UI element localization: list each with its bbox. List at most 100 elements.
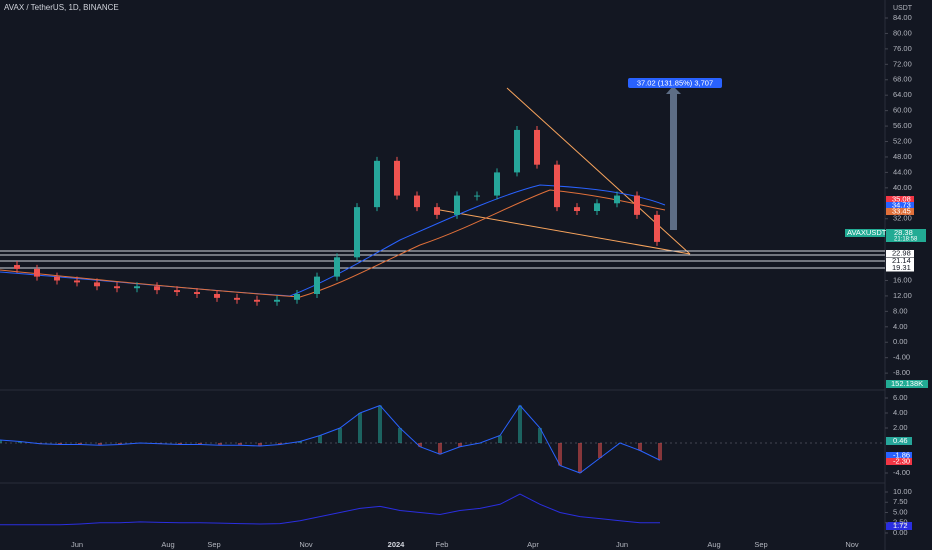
macd-bar — [338, 428, 342, 443]
level-label: 21.14 — [892, 256, 911, 265]
candle — [194, 292, 200, 294]
candle — [494, 172, 500, 196]
level-tag — [886, 257, 914, 265]
macd-bar — [518, 405, 522, 443]
axis-label: 32.00 — [893, 214, 912, 223]
axis-label: 4.00 — [893, 322, 908, 331]
candle — [574, 207, 580, 211]
time-label: Apr — [527, 540, 539, 549]
macd-bar — [418, 443, 422, 447]
macd-bar — [238, 443, 242, 446]
axis-label: 76.00 — [893, 44, 912, 53]
candle — [554, 164, 560, 208]
candle — [654, 214, 660, 242]
axis-label: 7.50 — [893, 497, 908, 506]
time-label: Aug — [161, 540, 174, 549]
currency: USDT — [893, 5, 913, 12]
candle — [14, 265, 20, 269]
time-label: Sep — [754, 540, 767, 549]
macd-bar — [278, 443, 282, 445]
symbol-tag-label: AVAXUSDT — [847, 228, 887, 237]
macd-bar — [578, 443, 582, 473]
axis-label: -4.00 — [893, 468, 910, 477]
axis-label: 60.00 — [893, 106, 912, 115]
moving-average — [0, 189, 666, 298]
macd-bar — [58, 443, 62, 445]
macd-bar — [498, 435, 502, 443]
time-label: Jun — [616, 540, 628, 549]
volume-label: 152.138K — [891, 379, 923, 388]
candle — [294, 293, 300, 300]
axis-label: 52.00 — [893, 137, 912, 146]
axis-label: 40.00 — [893, 183, 912, 192]
axis-label: 0.00 — [893, 337, 908, 346]
macd-bar — [118, 443, 122, 445]
macd-tag — [886, 458, 912, 465]
macd-bar — [438, 443, 442, 455]
symbol-title: AVAX / TetherUS, 1D, BINANCE — [4, 3, 119, 12]
macd-bar — [398, 428, 402, 443]
candle — [594, 203, 600, 211]
candle — [174, 290, 180, 293]
axis-label: 64.00 — [893, 90, 912, 99]
axis-label: 8.00 — [893, 306, 908, 315]
axis-label: 6.00 — [893, 393, 908, 402]
macd-bar — [0, 440, 2, 443]
axis-label: 72.00 — [893, 59, 912, 68]
axis-label: 80.00 — [893, 28, 912, 37]
axis-label: 68.00 — [893, 75, 912, 84]
level-tag — [886, 264, 914, 272]
price-tag-label: 34.73 — [892, 200, 911, 209]
macd-bar — [358, 413, 362, 443]
candle — [94, 282, 100, 287]
macd-bar — [198, 443, 202, 445]
axis-label: 84.00 — [893, 13, 912, 22]
candle — [454, 195, 460, 215]
macd-label: -1.86 — [893, 450, 910, 459]
macd-tag — [886, 437, 912, 445]
candle — [74, 280, 80, 283]
axis-label: 48.00 — [893, 152, 912, 161]
macd-bar — [218, 443, 222, 446]
axis-label: 4.00 — [893, 408, 908, 417]
candle — [514, 129, 520, 173]
axis-label: -8.00 — [893, 368, 910, 377]
macd-bar — [318, 435, 322, 443]
axis-label: -4.00 — [893, 353, 910, 362]
macd-bar — [458, 443, 462, 447]
macd-bar — [598, 443, 602, 458]
axis-label: 0.00 — [893, 528, 908, 537]
macd-bar — [298, 441, 302, 443]
macd-bar — [78, 443, 82, 445]
axis-label: 10.00 — [893, 487, 912, 496]
candle — [634, 195, 640, 215]
candle — [154, 286, 160, 291]
lower-label: 1.72 — [893, 521, 908, 530]
candle — [434, 207, 440, 215]
time-label: Sep — [207, 540, 220, 549]
candle — [274, 299, 280, 302]
lower-tag — [886, 522, 912, 530]
candle — [474, 195, 480, 197]
last-price: 28.38 — [894, 228, 913, 237]
axis-label: 12.00 — [893, 291, 912, 300]
measure-arrow-head — [666, 86, 681, 94]
candle — [354, 207, 360, 258]
trendline — [439, 209, 691, 255]
macd-tag — [886, 452, 912, 459]
level-label: 22.98 — [892, 248, 911, 257]
candle — [34, 268, 40, 277]
candle — [334, 257, 340, 277]
macd-line — [0, 404, 661, 474]
candle — [54, 276, 60, 281]
price-tag — [886, 208, 914, 215]
time-label: 2024 — [388, 540, 406, 549]
countdown: 21:18:58 — [894, 237, 918, 243]
level-label: 19.31 — [892, 263, 911, 272]
last-price-tag — [886, 229, 926, 242]
volume-tag — [886, 380, 928, 388]
signal-label: -2.30 — [893, 456, 910, 465]
macd-bar — [558, 443, 562, 466]
axis-label: 56.00 — [893, 121, 912, 130]
